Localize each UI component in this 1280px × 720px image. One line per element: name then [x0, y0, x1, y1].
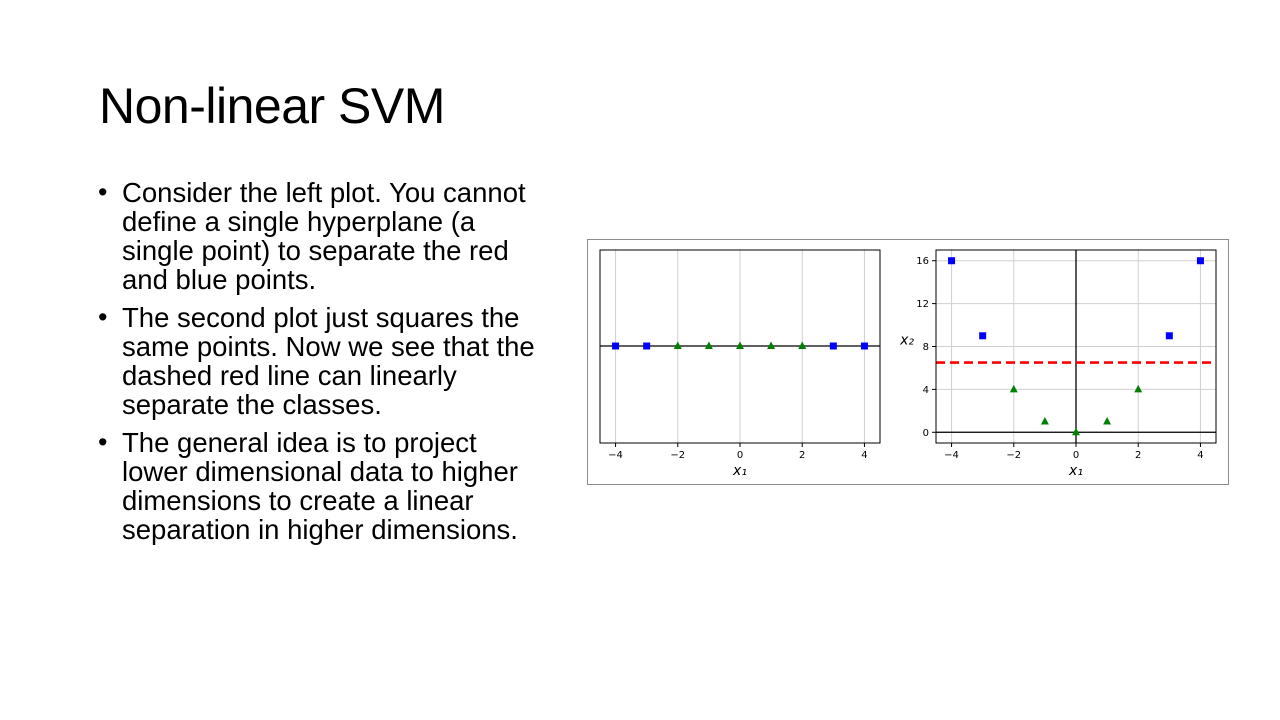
chart2-point-square — [1165, 332, 1173, 340]
chart2-point-triangle — [1103, 417, 1112, 425]
chart1-point-triangle — [798, 341, 807, 349]
chart1-x-tick-label: −4 — [608, 450, 623, 461]
chart2-x-tick-label: 0 — [1073, 450, 1079, 461]
chart2-x-axis-label: x₁ — [1068, 463, 1083, 479]
chart1-point-triangle — [736, 341, 744, 349]
chart2-x-tick-label: −2 — [1006, 450, 1021, 461]
chart2-point-triangle — [1072, 427, 1080, 436]
chart2-y-tick-label: 8 — [923, 342, 929, 353]
chart1-point-triangle — [704, 341, 713, 349]
bullet-item: • Consider the left plot. You cannot def… — [98, 177, 548, 295]
chart2-point-square — [948, 257, 956, 265]
chart2-x-tick-label: 2 — [1135, 450, 1141, 461]
bullet-text: The general idea is to project lower dim… — [122, 427, 518, 545]
chart2-y-tick-label: 0 — [923, 428, 929, 439]
slide-title: Non-linear SVM — [99, 78, 445, 134]
chart2-point-triangle — [1134, 384, 1143, 393]
chart2-point-triangle — [1040, 417, 1049, 425]
chart1-x-tick-label: 4 — [861, 450, 867, 461]
bullet-dot-icon: • — [98, 427, 108, 457]
chart2-point-square — [1196, 257, 1204, 265]
chart1-point-square — [829, 342, 837, 350]
chart2-y-tick-label: 4 — [923, 385, 929, 396]
chart2-y-axis-label: x₂ — [899, 333, 914, 349]
chart2-x-tick-label: 4 — [1197, 450, 1203, 461]
chart2-x-tick-label: −4 — [944, 450, 959, 461]
chart1-point-square — [860, 342, 868, 350]
chart1-x-axis-label: x₁ — [732, 463, 747, 479]
chart1-point-triangle — [767, 341, 776, 349]
chart2-point-triangle — [1009, 384, 1018, 393]
bullet-text: The second plot just squares the same po… — [122, 302, 535, 420]
bullet-dot-icon: • — [98, 177, 108, 207]
bullet-dot-icon: • — [98, 302, 108, 332]
chart1-point-square — [612, 342, 620, 350]
chart1-x-tick-label: −2 — [670, 450, 685, 461]
chart2-point-square — [979, 332, 987, 340]
chart1-point-square — [643, 342, 651, 350]
chart2-y-tick-label: 16 — [916, 256, 929, 267]
chart1-point-triangle — [673, 341, 682, 349]
chart1-x-tick-label: 2 — [799, 450, 805, 461]
chart-figure: −4 −2 0 2 4 x₁ −4 −2 0 2 4 0 4 8 12 16 x₁ x₂ — [599, 249, 1217, 479]
bullet-list: • Consider the left plot. You cannot def… — [98, 178, 548, 553]
bullet-text: Consider the left plot. You cannot defin… — [122, 177, 526, 295]
chart1-x-tick-label: 0 — [737, 450, 743, 461]
bullet-item: • The second plot just squares the same … — [98, 302, 548, 420]
bullet-item: • The general idea is to project lower d… — [98, 427, 548, 545]
chart2-y-tick-label: 12 — [916, 299, 929, 310]
figure: −4 −2 0 2 4 x₁ −4 −2 0 2 4 0 4 8 12 16 x₁ x₂ — [587, 239, 1229, 485]
